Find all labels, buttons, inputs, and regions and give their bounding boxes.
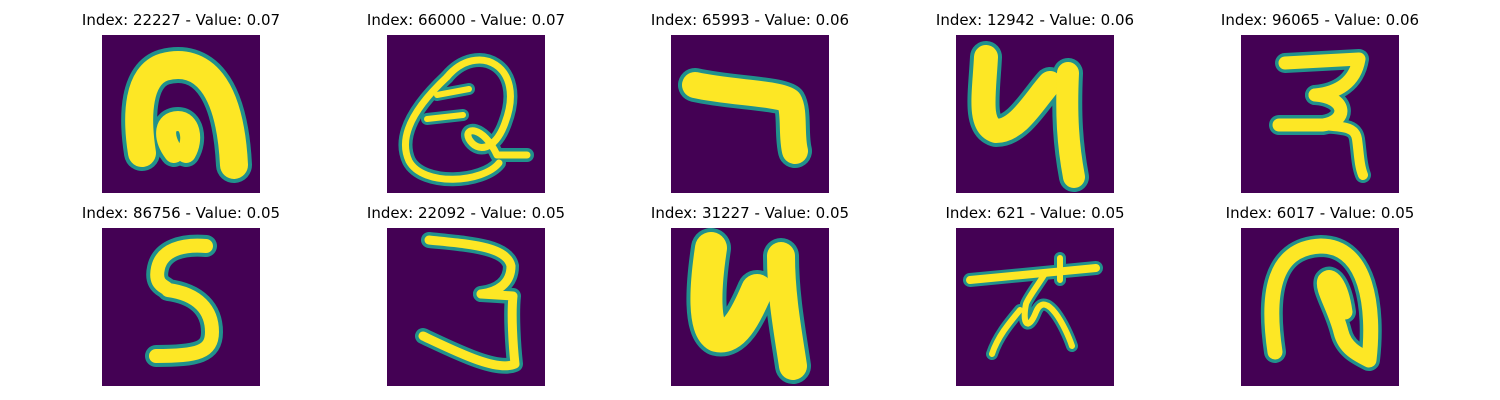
panel-4: Index: 12942 - Value: 0.06 <box>936 11 1134 193</box>
digit-image <box>956 228 1114 386</box>
digit-image <box>102 35 260 193</box>
panel-title: Index: 621 - Value: 0.05 <box>945 204 1125 222</box>
panel-10: Index: 6017 - Value: 0.05 <box>1226 204 1414 386</box>
panel-9: Index: 621 - Value: 0.05 <box>945 204 1125 386</box>
panel-5: Index: 96065 - Value: 0.06 <box>1221 11 1419 193</box>
digit-image <box>387 228 545 386</box>
panel-6: Index: 86756 - Value: 0.05 <box>82 204 280 386</box>
panel-title: Index: 66000 - Value: 0.07 <box>366 11 566 29</box>
panel-title: Index: 22227 - Value: 0.07 <box>81 11 281 29</box>
panel-8: Index: 31227 - Value: 0.05 <box>651 204 849 386</box>
panel-title: Index: 86756 - Value: 0.05 <box>81 204 281 222</box>
digit-image <box>1241 35 1399 193</box>
panel-title: Index: 12942 - Value: 0.06 <box>935 11 1135 29</box>
digit-image <box>671 35 829 193</box>
panel-title: Index: 96065 - Value: 0.06 <box>1220 11 1420 29</box>
panel-1: Index: 22227 - Value: 0.07 <box>82 11 280 193</box>
panel-title: Index: 31227 - Value: 0.05 <box>650 204 850 222</box>
digit-image <box>1241 228 1399 386</box>
digit-image <box>387 35 545 193</box>
panel-title: Index: 22092 - Value: 0.05 <box>366 204 566 222</box>
panel-2: Index: 66000 - Value: 0.07 <box>367 11 565 193</box>
panel-title: Index: 6017 - Value: 0.05 <box>1225 204 1415 222</box>
digit-image <box>671 228 829 386</box>
digit-image <box>956 35 1114 193</box>
panel-7: Index: 22092 - Value: 0.05 <box>367 204 565 386</box>
panel-3: Index: 65993 - Value: 0.06 <box>651 11 849 193</box>
panel-title: Index: 65993 - Value: 0.06 <box>650 11 850 29</box>
digit-image <box>102 228 260 386</box>
